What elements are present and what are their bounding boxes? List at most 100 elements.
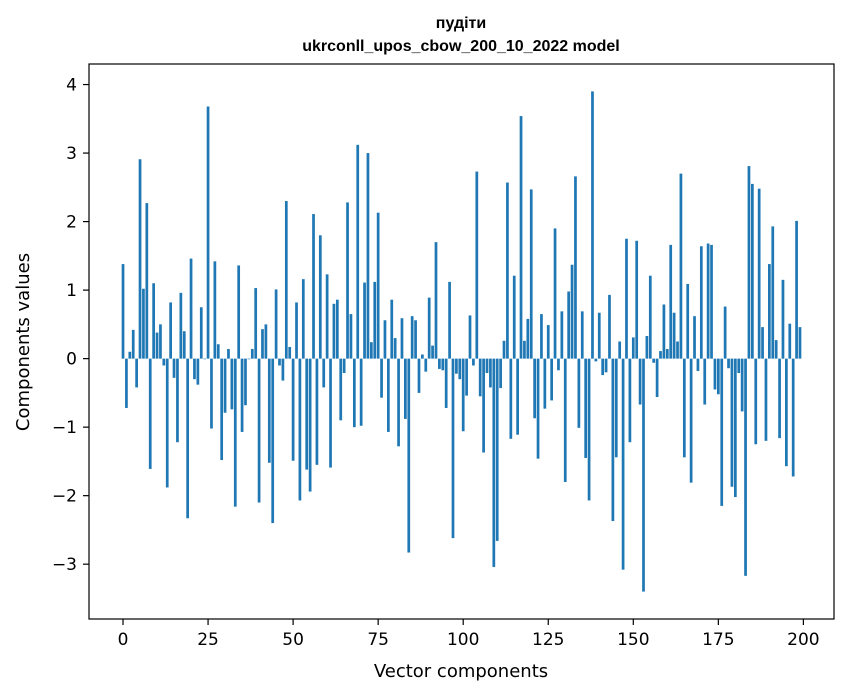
bar bbox=[155, 332, 159, 359]
bar bbox=[713, 358, 717, 390]
bar bbox=[506, 182, 509, 359]
bar bbox=[322, 358, 326, 388]
bar bbox=[478, 358, 482, 397]
bar bbox=[526, 318, 530, 359]
bar bbox=[274, 289, 278, 359]
bar bbox=[655, 358, 659, 397]
bar bbox=[795, 220, 798, 359]
bar bbox=[121, 264, 125, 359]
bar bbox=[261, 329, 264, 359]
bar bbox=[730, 358, 734, 487]
bar bbox=[421, 354, 424, 359]
bar bbox=[414, 320, 417, 359]
bar bbox=[172, 358, 176, 378]
bar bbox=[247, 358, 251, 360]
bar bbox=[553, 228, 557, 359]
bar bbox=[529, 189, 533, 359]
bar bbox=[407, 358, 411, 553]
bar bbox=[659, 351, 662, 359]
bar bbox=[519, 116, 523, 359]
bar bbox=[199, 307, 203, 359]
bar bbox=[135, 358, 138, 388]
bar bbox=[737, 358, 741, 374]
bar bbox=[237, 265, 241, 359]
bar bbox=[216, 344, 220, 359]
bar bbox=[342, 358, 346, 374]
x-tick-label: 125 bbox=[532, 630, 564, 650]
bar bbox=[145, 203, 149, 359]
bar bbox=[689, 358, 693, 483]
bar bbox=[672, 312, 676, 359]
bar bbox=[485, 358, 489, 374]
bar bbox=[475, 171, 479, 359]
bar bbox=[716, 358, 720, 395]
bar bbox=[390, 299, 394, 359]
bar bbox=[625, 238, 628, 359]
bar bbox=[642, 358, 645, 592]
bar bbox=[339, 358, 343, 421]
bar bbox=[492, 358, 496, 567]
bar bbox=[288, 346, 292, 359]
bar bbox=[662, 304, 666, 359]
x-tick-label: 175 bbox=[702, 630, 734, 650]
bar bbox=[550, 358, 554, 401]
y-axis-ticks: −3 −2 −1 0 1 2 3 4 bbox=[52, 76, 89, 575]
bar bbox=[648, 275, 652, 359]
bar bbox=[778, 358, 781, 439]
bar bbox=[359, 358, 363, 426]
bar bbox=[176, 358, 179, 443]
bar bbox=[676, 341, 679, 359]
bar bbox=[614, 358, 618, 458]
chart-title-line-1: пудіти bbox=[436, 15, 486, 32]
bar bbox=[298, 358, 302, 501]
x-axis-ticks: 0 25 50 75 100 125 150 175 200 bbox=[118, 619, 820, 650]
bar bbox=[696, 358, 700, 371]
bar bbox=[376, 212, 380, 359]
bar bbox=[693, 316, 696, 359]
bar bbox=[335, 299, 339, 359]
bar bbox=[264, 324, 268, 359]
bar bbox=[332, 303, 336, 359]
bar bbox=[682, 358, 686, 458]
bar bbox=[393, 338, 397, 359]
bar bbox=[189, 258, 193, 359]
bar bbox=[152, 283, 155, 359]
bar bbox=[754, 358, 758, 445]
bar bbox=[594, 358, 598, 362]
bar bbox=[329, 358, 332, 468]
bar bbox=[267, 358, 271, 463]
bar bbox=[196, 358, 200, 385]
bar bbox=[727, 358, 730, 369]
bar bbox=[723, 306, 727, 359]
y-tick-label: 0 bbox=[66, 350, 77, 370]
bar bbox=[499, 358, 502, 389]
bar bbox=[567, 291, 571, 359]
bar bbox=[240, 358, 244, 432]
bar bbox=[356, 144, 360, 359]
bar bbox=[125, 358, 128, 408]
bar bbox=[349, 314, 353, 359]
bar bbox=[563, 358, 567, 482]
bar bbox=[441, 358, 445, 371]
y-axis-label: Components values bbox=[13, 253, 34, 431]
bar bbox=[489, 358, 492, 388]
bar bbox=[533, 358, 536, 419]
bar bbox=[465, 358, 468, 396]
bar bbox=[387, 358, 390, 432]
bar bbox=[373, 281, 377, 359]
bar bbox=[638, 358, 642, 405]
bar bbox=[250, 349, 254, 359]
bar bbox=[751, 183, 754, 359]
bar bbox=[410, 316, 414, 359]
y-tick-label: 3 bbox=[66, 144, 77, 164]
bar bbox=[257, 358, 261, 503]
bar bbox=[574, 176, 577, 359]
bar bbox=[448, 281, 451, 359]
y-tick-label: 1 bbox=[66, 281, 77, 301]
y-tick-label: 2 bbox=[66, 213, 77, 233]
bar bbox=[223, 358, 227, 413]
bar bbox=[604, 358, 608, 373]
bar bbox=[346, 202, 349, 359]
bar bbox=[352, 358, 356, 428]
bar bbox=[400, 318, 404, 359]
